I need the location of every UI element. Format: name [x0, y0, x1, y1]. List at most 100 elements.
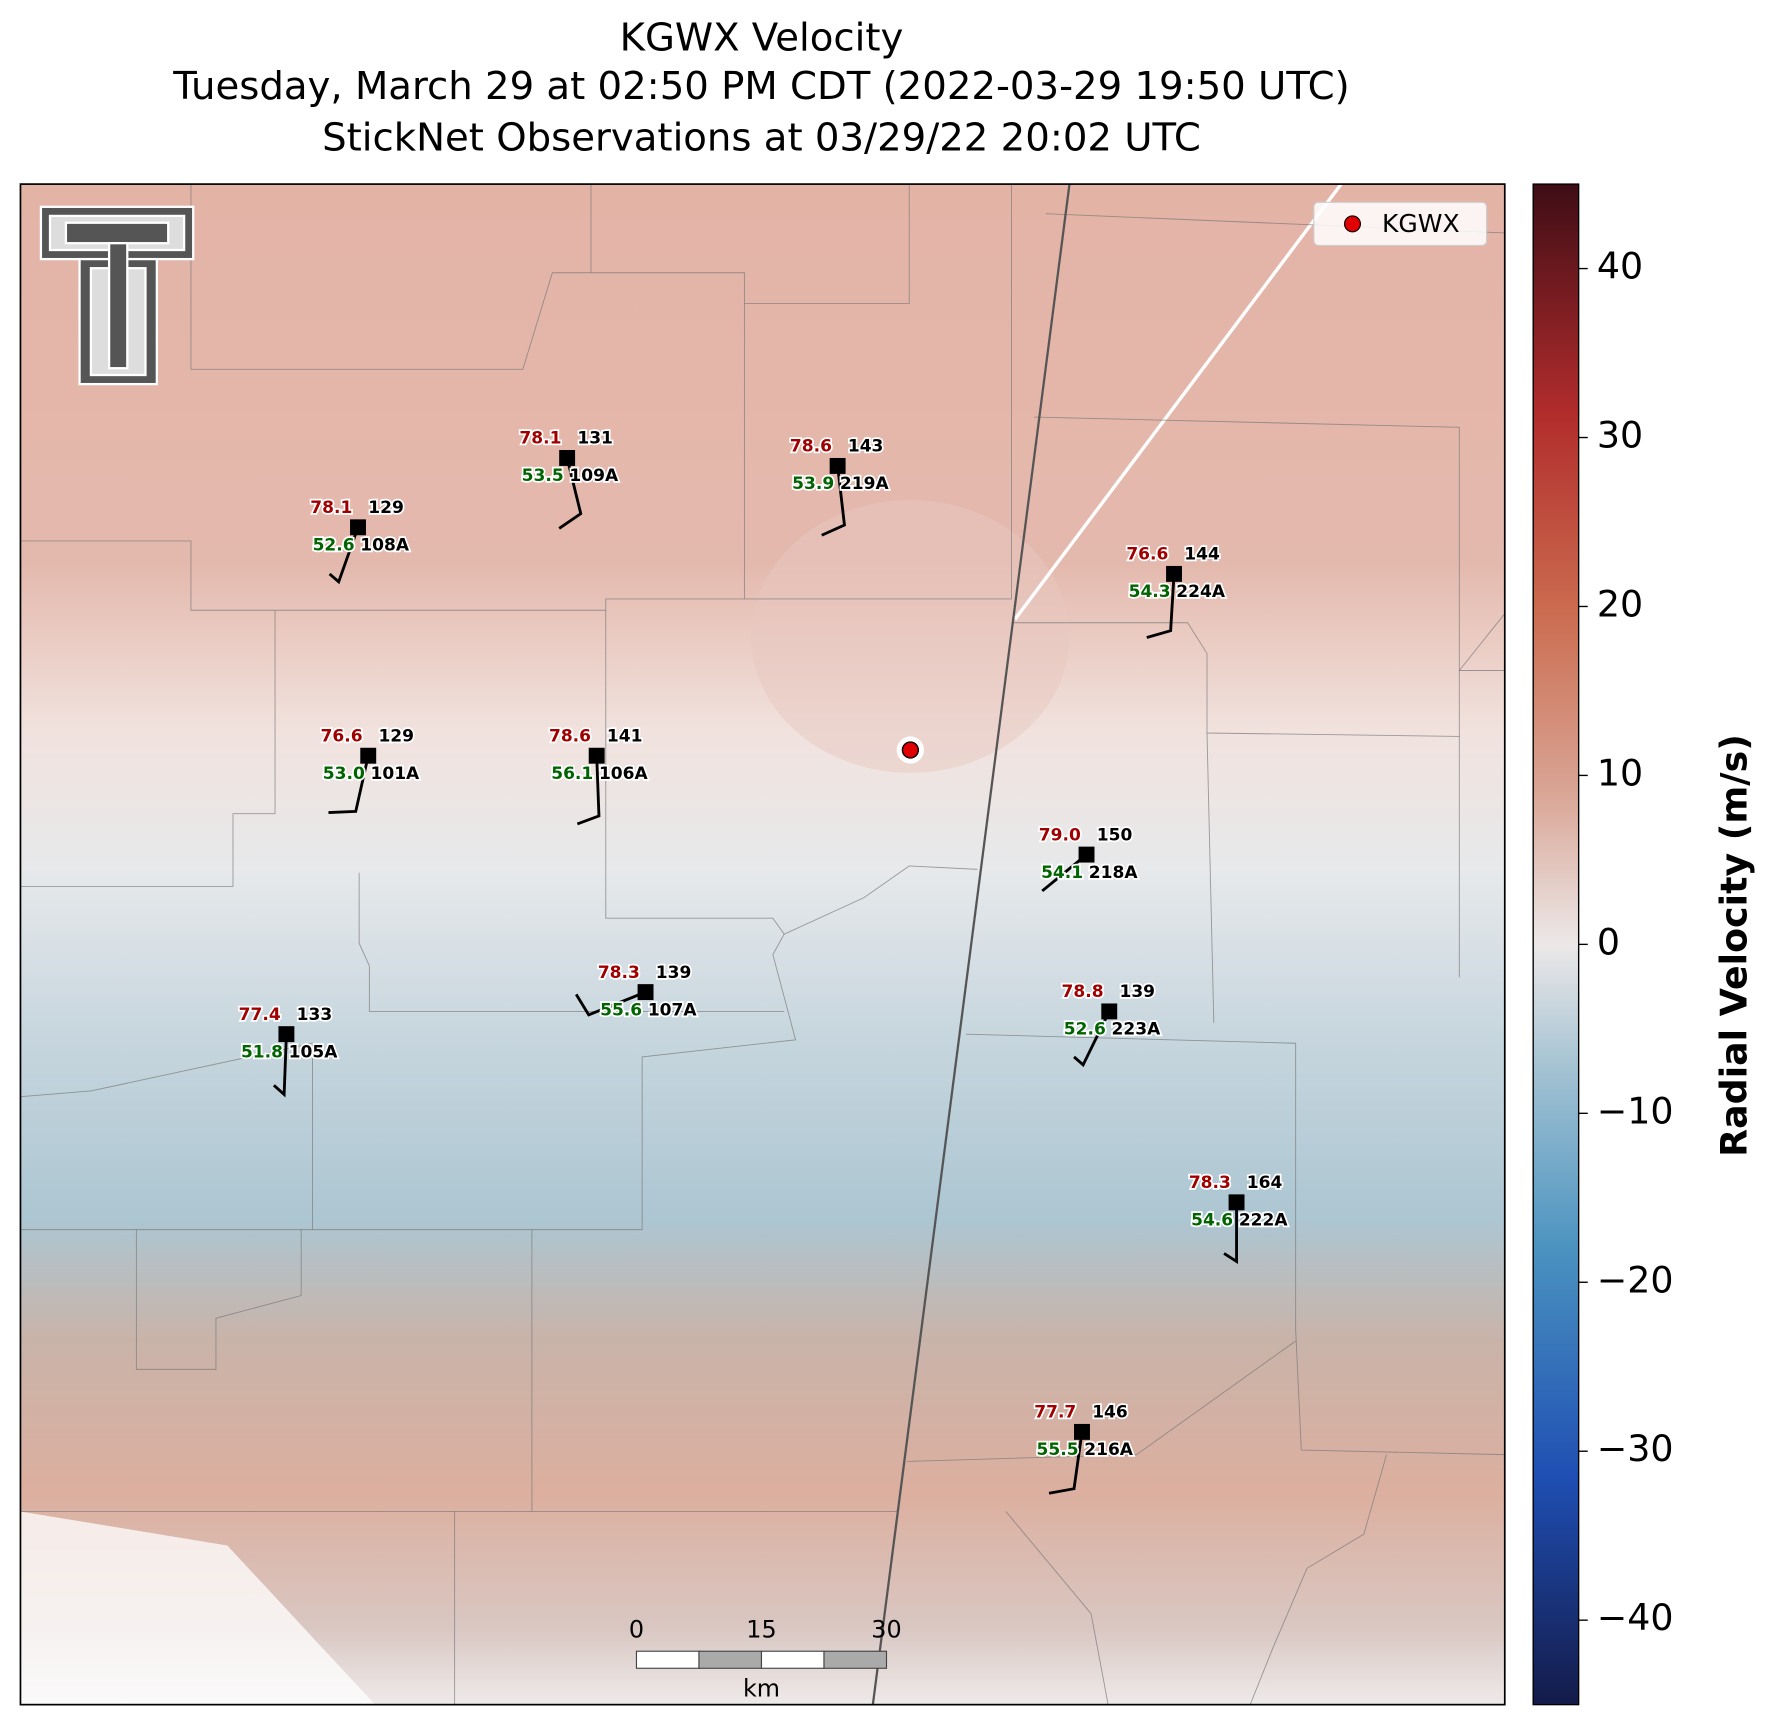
station: 78.6 143 53.9 219A: [788, 435, 891, 537]
station-number: 150: [1097, 825, 1133, 845]
colorbar-tick-label: −10: [1597, 1089, 1674, 1132]
station-number: 129: [368, 498, 404, 518]
temperature: 79.0: [1039, 825, 1081, 845]
dewpoint: 53.0: [323, 764, 365, 784]
station-marker: [350, 519, 366, 536]
station-marker: [829, 457, 846, 474]
station-id: 218A: [1089, 863, 1139, 883]
scale-unit: km: [743, 1674, 780, 1702]
wind-barb: [1223, 1202, 1238, 1265]
plot-frame: [19, 183, 1506, 1706]
temperature: 78.1: [310, 498, 352, 518]
legend: KGWX: [1313, 201, 1488, 247]
radar-site: [901, 741, 920, 759]
temperature: 78.1: [519, 429, 561, 449]
station: 78.3 164 54.6 222A: [1187, 1171, 1290, 1265]
colorbar-tick-label: 40: [1597, 245, 1643, 288]
title-line: KGWX Velocity: [620, 15, 904, 60]
title-line: Tuesday, March 29 at 02:50 PM CDT (2022-…: [172, 64, 1349, 109]
station-id: 222A: [1239, 1211, 1289, 1231]
scale-tick-label: 0: [629, 1615, 644, 1643]
colorbar-tick-label: −40: [1597, 1596, 1674, 1639]
station-id: 107A: [648, 1000, 698, 1020]
dewpoint: 55.6: [600, 1000, 642, 1020]
scale-tick-label: 30: [871, 1615, 901, 1643]
dewpoint: 56.1: [551, 764, 593, 784]
station-id: 101A: [371, 764, 421, 784]
ttu-logo: [39, 205, 195, 386]
station-number: 143: [848, 437, 884, 457]
station-id: 224A: [1176, 582, 1226, 602]
temperature: 78.3: [1189, 1173, 1231, 1193]
no-data-area: [20, 1511, 376, 1705]
station: 79.0 150 54.1 218A: [1037, 824, 1140, 893]
dewpoint: 53.9: [792, 474, 834, 494]
wind-barb: [1048, 1431, 1084, 1495]
radar-map: [20, 184, 1505, 1705]
scale-segment: [760, 1650, 825, 1669]
temperature: 76.6: [1126, 545, 1168, 565]
dewpoint: 52.6: [313, 535, 355, 555]
station-marker: [1228, 1194, 1245, 1211]
wind-barb: [821, 465, 846, 537]
velocity-field: [751, 500, 1070, 773]
beam-artifact: [1013, 184, 1343, 621]
station: 76.6 129 53.0 101A: [319, 725, 422, 814]
temperature: 77.4: [239, 1005, 281, 1025]
wind-barb: [576, 755, 601, 826]
colorbar-tick-label: 20: [1597, 582, 1643, 625]
wind-barb: [1146, 573, 1176, 639]
scale-bar: km 0 15 30: [629, 1615, 902, 1702]
station-id: 109A: [569, 466, 619, 486]
colorbar-tick-label: 0: [1597, 920, 1620, 963]
wind-barb: [328, 526, 360, 585]
temperature: 78.3: [598, 963, 640, 983]
station-marker: [588, 747, 605, 764]
station-number: 146: [1092, 1403, 1128, 1423]
scale-tick-label: 15: [746, 1615, 776, 1643]
station: 78.6 141 56.1 106A: [547, 725, 650, 826]
station-number: 141: [607, 726, 643, 746]
wind-barb: [558, 457, 583, 530]
legend-marker: [1343, 215, 1362, 233]
dewpoint: 54.3: [1129, 582, 1171, 602]
velocity-field: [20, 184, 1505, 1705]
station-marker: [360, 747, 377, 764]
dewpoint: 53.5: [522, 466, 564, 486]
temperature: 77.7: [1034, 1403, 1076, 1423]
station-marker: [637, 984, 654, 1001]
wind-barb: [272, 1034, 288, 1098]
station-id: 216A: [1084, 1440, 1134, 1460]
station: 78.1 131 53.5 109A: [518, 427, 621, 530]
station: 77.4 133 51.8 105A: [237, 1003, 340, 1098]
state-border: [871, 184, 1071, 1705]
legend-label: KGWX: [1382, 209, 1460, 238]
wind-barb: [328, 755, 370, 814]
station: 76.6 144 54.3 224A: [1125, 543, 1228, 639]
wind-barb: [1073, 1010, 1111, 1068]
station-id: 223A: [1112, 1020, 1162, 1040]
station-marker: [278, 1026, 295, 1043]
station-number: 139: [1119, 982, 1155, 1002]
colorbar-tick-label: −30: [1597, 1427, 1674, 1470]
station-id: 105A: [289, 1042, 339, 1062]
colorbar-ticks: −40 −30 −20 −10 0 10 20 30 40: [1578, 245, 1674, 1639]
dewpoint: 51.8: [241, 1042, 283, 1062]
station: 78.8 139 52.6 223A: [1060, 980, 1163, 1068]
station-marker: [559, 450, 576, 466]
colorbar-label: Radial Velocity (m/s): [1713, 734, 1756, 1157]
temperature: 76.6: [321, 726, 363, 746]
station-number: 129: [378, 726, 414, 746]
colorbar-tick-label: 10: [1597, 751, 1643, 794]
title-line: StickNet Observations at 03/29/22 20:02 …: [322, 115, 1201, 160]
temperature: 78.6: [549, 726, 591, 746]
county-lines: [20, 184, 1505, 1705]
temperature: 78.6: [790, 437, 832, 457]
colorbar: [1532, 183, 1580, 1706]
station-number: 133: [297, 1005, 333, 1025]
station-marker: [1101, 1003, 1118, 1020]
legend-box: [1313, 201, 1488, 247]
station: 78.3 139 55.6 107A: [575, 961, 699, 1022]
station-id: 106A: [599, 764, 649, 784]
